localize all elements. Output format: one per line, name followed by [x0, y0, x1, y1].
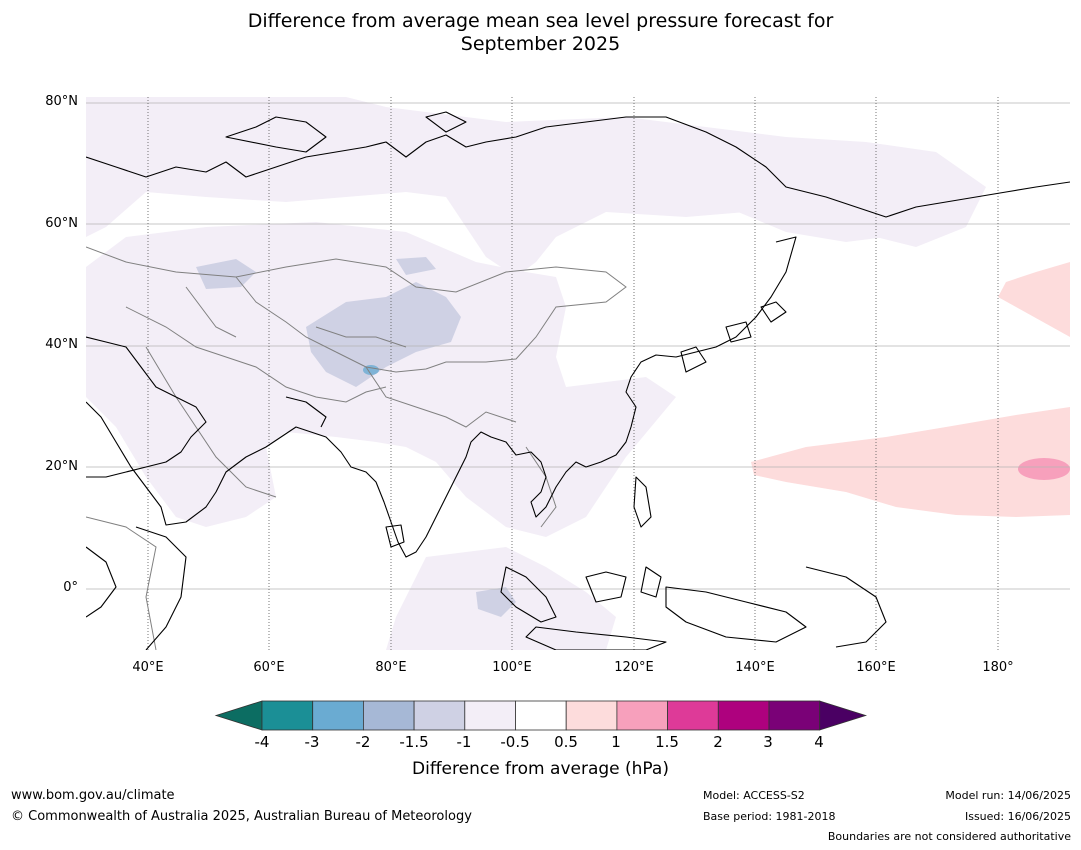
- lon-label: 160°E: [856, 660, 896, 675]
- colorbar: [214, 700, 868, 731]
- colorbar-segment: [464, 700, 516, 731]
- base-period-text: Base period: 1981-2018: [703, 810, 836, 823]
- copyright-text: © Commonwealth of Australia 2025, Austra…: [11, 809, 472, 824]
- lon-label: 140°E: [735, 660, 775, 675]
- colorbar-segment: [768, 700, 821, 731]
- colorbar-segment: [312, 700, 364, 731]
- colorbar-tick-label: -4: [254, 733, 270, 751]
- issued-text: Issued: 16/06/2025: [964, 810, 1071, 823]
- lat-label: 0°: [63, 580, 78, 595]
- colorbar-tick-label: 0.5: [554, 733, 578, 751]
- colorbar-axis-label: Difference from average (hPa): [412, 759, 669, 779]
- lon-label: 60°E: [253, 660, 285, 675]
- colorbar-tick-label: -2: [355, 733, 371, 751]
- colorbar-segment: [565, 700, 618, 731]
- colorbar-tick-label: 1.5: [655, 733, 679, 751]
- colorbar-segment: [413, 700, 466, 731]
- colorbar-segment: [261, 700, 314, 731]
- colorbar-segment: [515, 700, 567, 731]
- coastlines: [86, 111, 1070, 650]
- lat-label: 40°N: [45, 337, 78, 352]
- model-run-text: Model run: 14/06/2025: [945, 789, 1071, 802]
- lat-label: 80°N: [45, 94, 78, 109]
- country-borders: [86, 246, 627, 650]
- colorbar-tick-label: -1.5: [399, 733, 429, 751]
- colorbar-tick-label: -3: [304, 733, 320, 751]
- colorbar-tick-label: 1: [611, 733, 621, 751]
- colorbar-tick-label: -0.5: [500, 733, 530, 751]
- chart-title-line2: September 2025: [460, 33, 621, 55]
- forecast-map: [86, 97, 1070, 650]
- colorbar-segment: [667, 700, 719, 731]
- lon-label: 80°E: [375, 660, 407, 675]
- model-text: Model: ACCESS-S2: [703, 789, 805, 802]
- colorbar-segment: [616, 700, 668, 731]
- chart-title-line1: Difference from average mean sea level p…: [247, 10, 834, 32]
- colorbar-tick-label: 2: [713, 733, 723, 751]
- colorbar-low-extend: [214, 700, 263, 731]
- longitude-gridlines: [147, 97, 999, 650]
- colorbar-high-extend: [819, 700, 868, 731]
- website-link[interactable]: www.bom.gov.au/climate: [11, 788, 175, 803]
- colorbar-tick-label: 4: [814, 733, 824, 751]
- anomaly-core-positive: [1018, 458, 1070, 480]
- colorbar-tick-label: -1: [456, 733, 472, 751]
- lon-label: 40°E: [132, 660, 164, 675]
- anomaly-region-negative-strong: [196, 257, 516, 617]
- colorbar-tick-label: 3: [763, 733, 773, 751]
- anomaly-region-positive: [751, 262, 1070, 517]
- lat-label: 60°N: [45, 216, 78, 231]
- lon-label: 120°E: [614, 660, 654, 675]
- colorbar-segment: [362, 700, 415, 731]
- lon-label: 180°: [982, 660, 1014, 675]
- lon-label: 100°E: [492, 660, 532, 675]
- colorbar-segment: [717, 700, 770, 731]
- latitude-gridlines: [86, 102, 1070, 590]
- disclaimer-text: Boundaries are not considered authoritat…: [827, 830, 1071, 843]
- lat-label: 20°N: [45, 459, 78, 474]
- anomaly-region-negative: [86, 97, 986, 650]
